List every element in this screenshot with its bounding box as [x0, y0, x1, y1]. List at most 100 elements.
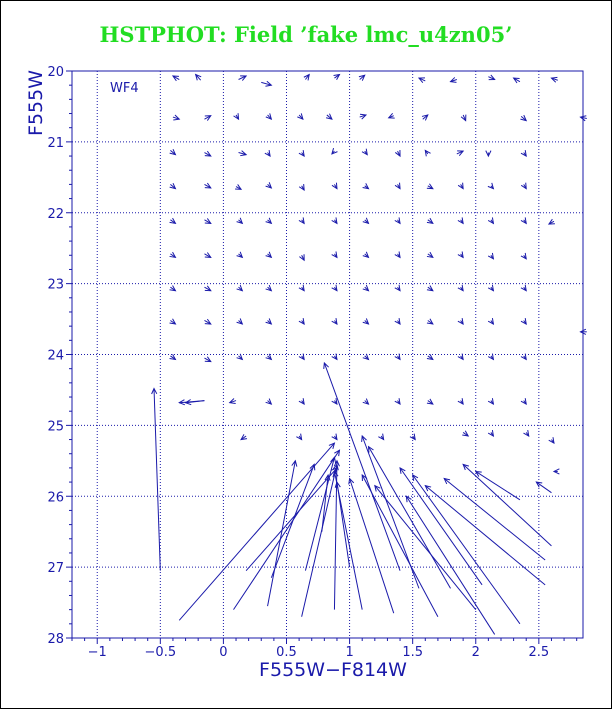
- displacement-vector: [265, 113, 273, 121]
- displacement-vector: [204, 150, 212, 157]
- displacement-vector: [394, 217, 401, 225]
- vector-arrowhead: [362, 183, 370, 190]
- vector-arrowhead: [462, 430, 470, 437]
- displacement-vector: [394, 182, 401, 190]
- vector-shaft: [179, 400, 205, 404]
- displacement-vector: [421, 114, 429, 121]
- vector-arrowhead: [424, 484, 432, 492]
- displacement-vector: [548, 437, 555, 445]
- displacement-vector: [449, 77, 457, 83]
- displacement-vector: [204, 115, 212, 121]
- vector-shaft: [462, 463, 552, 547]
- vector-arrowhead: [362, 398, 370, 405]
- displacement-vector: [411, 474, 521, 625]
- vector-shaft: [245, 467, 338, 571]
- displacement-vector: [409, 433, 416, 441]
- x-tick-label: 2: [472, 645, 480, 660]
- displacement-vector: [303, 73, 310, 81]
- displacement-vector: [204, 218, 212, 224]
- displacement-vector: [579, 328, 587, 335]
- displacement-vector: [443, 477, 546, 561]
- displacement-vector: [487, 430, 495, 437]
- vector-arrowhead: [378, 433, 385, 441]
- vector-arrowhead: [331, 398, 338, 406]
- vector-arrowhead: [204, 182, 212, 189]
- vector-arrowhead: [265, 353, 273, 361]
- vector-arrowhead: [487, 353, 495, 361]
- vector-arrowhead: [204, 285, 212, 292]
- displacement-vector: [358, 74, 366, 81]
- vector-arrowhead: [548, 437, 555, 445]
- vector-shaft: [424, 485, 546, 586]
- vector-arrowhead: [487, 217, 495, 225]
- vector-arrowhead: [169, 285, 177, 292]
- displacement-vector: [387, 112, 395, 119]
- vector-arrowhead: [297, 113, 304, 121]
- vector-arrowhead: [387, 112, 395, 119]
- vector-shaft: [443, 478, 546, 561]
- displacement-vector: [236, 353, 244, 361]
- displacement-vector: [359, 113, 368, 120]
- displacement-vector: [204, 356, 212, 363]
- x-tick-label: 0.5: [276, 645, 297, 660]
- vector-arrowhead: [409, 433, 416, 441]
- vector-arrowhead: [457, 251, 464, 259]
- vector-arrowhead: [265, 182, 273, 189]
- displacement-vector: [424, 484, 546, 586]
- vector-arrowhead: [362, 251, 370, 259]
- displacement-vector: [298, 184, 305, 192]
- displacement-vector: [233, 449, 341, 610]
- vector-arrowhead: [362, 318, 370, 325]
- displacement-vector: [331, 182, 338, 190]
- displacement-vector: [298, 217, 305, 225]
- vector-arrowhead: [233, 113, 240, 121]
- displacement-vector: [457, 353, 464, 361]
- vector-arrowhead: [394, 150, 401, 158]
- vector-shaft: [304, 457, 335, 571]
- displacement-vector: [520, 182, 527, 190]
- y-tick-label: 28: [47, 632, 64, 647]
- vector-arrowhead: [333, 73, 341, 81]
- vector-arrowhead: [361, 148, 368, 156]
- displacement-vector: [456, 150, 465, 157]
- displacement-vector: [361, 473, 439, 617]
- vector-shaft: [204, 286, 212, 292]
- displacement-vector: [236, 217, 244, 225]
- displacement-vector: [394, 150, 401, 158]
- vector-arrowhead: [367, 445, 374, 453]
- y-tick-label: 24: [47, 349, 64, 364]
- displacement-vector: [169, 318, 177, 325]
- vector-arrowhead: [265, 251, 273, 259]
- vector-arrowhead: [457, 353, 464, 361]
- displacement-vector: [394, 318, 401, 325]
- displacement-vector: [204, 285, 212, 292]
- displacement-vector: [520, 217, 527, 225]
- vector-arrowhead: [547, 218, 555, 225]
- displacement-vector: [233, 113, 240, 121]
- vector-arrowhead: [487, 182, 495, 190]
- displacement-vector: [169, 251, 177, 259]
- vector-arrowhead: [523, 430, 530, 437]
- displacement-vector: [236, 318, 244, 325]
- displacement-vector: [523, 430, 530, 437]
- vector-shaft: [238, 152, 247, 156]
- vector-arrowhead: [449, 77, 457, 83]
- vector-shaft: [374, 485, 477, 610]
- displacement-vector: [552, 468, 560, 475]
- vector-arrowhead: [331, 284, 338, 292]
- displacement-vector: [321, 473, 331, 532]
- vector-shaft: [178, 442, 335, 621]
- displacement-vector: [178, 442, 336, 621]
- displacement-vector: [426, 285, 434, 292]
- displacement-vector: [331, 398, 338, 406]
- displacement-vector: [298, 318, 305, 325]
- displacement-vector: [362, 217, 370, 225]
- displacement-vector: [488, 74, 496, 81]
- vector-arrowhead: [298, 353, 305, 361]
- displacement-vector: [487, 217, 495, 225]
- vector-arrowhead: [394, 217, 401, 225]
- x-tick-label: −0.5: [145, 645, 177, 660]
- vector-arrowhead: [236, 318, 244, 325]
- vector-arrowhead: [359, 113, 368, 120]
- grid: [72, 71, 583, 638]
